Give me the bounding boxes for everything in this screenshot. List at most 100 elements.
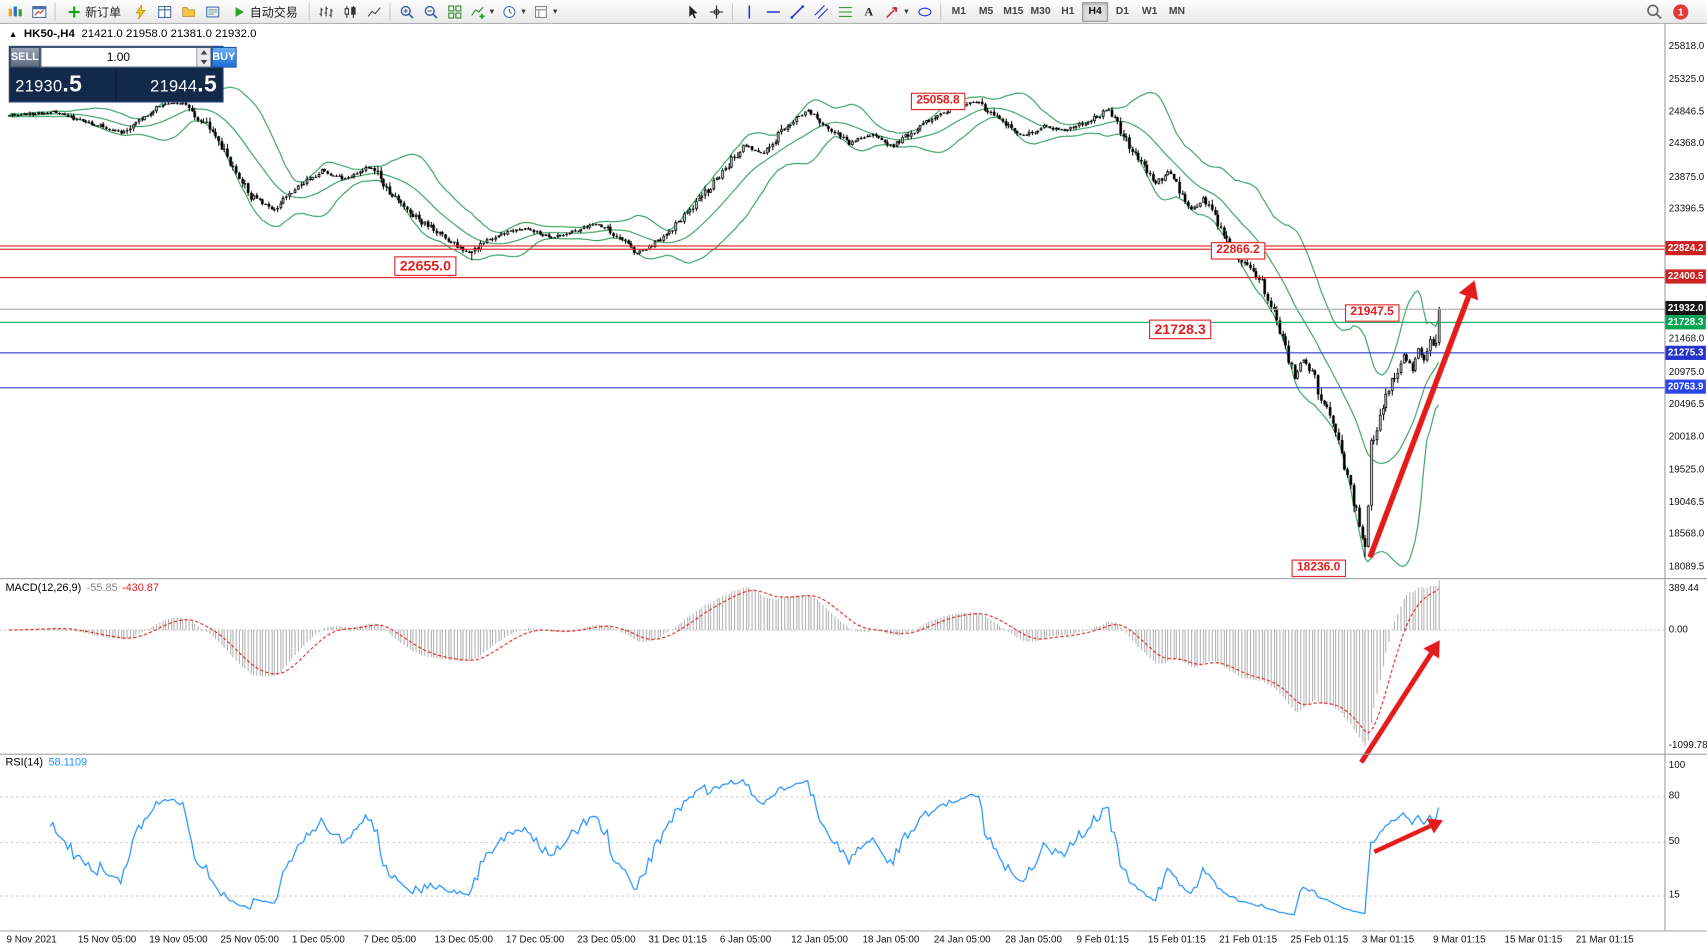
price-annotation[interactable]: 18236.0 (1291, 559, 1346, 577)
lightning-icon[interactable] (129, 1, 152, 22)
timeframe-m5-button[interactable]: M5 (978, 5, 994, 18)
time-axis-label: 31 Dec 01:15 (648, 933, 707, 945)
volume-input[interactable] (40, 47, 196, 67)
spinner-down-icon (200, 59, 207, 65)
price-annotation[interactable]: 22655.0 (394, 256, 457, 277)
price-annotation[interactable]: 21947.5 (1344, 304, 1400, 322)
channel-tool-icon[interactable] (809, 1, 832, 22)
volume-field (39, 46, 212, 68)
tile-windows-icon[interactable] (443, 1, 466, 22)
buy-button[interactable]: BUY (211, 46, 237, 68)
price-axis-tick: 20975.0 (1668, 366, 1705, 378)
price-axis-tick: 25818.0 (1668, 40, 1705, 52)
arrows-tool-button[interactable]: ▾ (881, 1, 912, 22)
text-tool-button[interactable]: A (857, 1, 880, 22)
indicators-button[interactable]: ▾ (467, 1, 498, 22)
volume-spinner (195, 47, 211, 67)
chart-ohlc-header: ▲ HK50-,H4 21421.0 21958.0 21381.0 21932… (9, 27, 257, 40)
autotrade-label: 自动交易 (249, 5, 298, 20)
toolbar-separator (940, 2, 942, 21)
timeframe-m15-button[interactable]: M15 (1003, 5, 1024, 18)
macd-axis-label: -1099.78 (1668, 739, 1707, 751)
price-annotation[interactable]: 22866.2 (1210, 242, 1266, 260)
chart-window-icon[interactable] (27, 1, 50, 22)
candlestick-icon[interactable] (338, 1, 361, 22)
volume-up-button[interactable] (196, 47, 211, 58)
fibonacci-tool-icon[interactable] (833, 1, 856, 22)
time-axis-label: 18 Jan 05:00 (862, 933, 920, 945)
mt-logo-icon[interactable] (3, 1, 26, 22)
plus-icon (68, 5, 80, 17)
time-axis-label: 15 Feb 01:15 (1147, 933, 1206, 945)
macd-value-signal: -430.87 (121, 582, 159, 595)
rsi-axis-label: 100 (1668, 759, 1686, 771)
timeframe-d1-button[interactable]: D1 (1115, 5, 1130, 18)
price-axis-tick: 20496.5 (1668, 398, 1705, 410)
sell-price-frac: .5 (62, 71, 83, 98)
new-order-label: 新订单 (85, 5, 122, 20)
price-axis-tick: 19525.0 (1668, 463, 1705, 475)
sell-price-main: 21930 (15, 77, 63, 96)
price-axis-tick: 21468.0 (1668, 333, 1705, 345)
templates-button[interactable]: ▾ (530, 1, 561, 22)
time-axis-label: 15 Nov 05:00 (77, 933, 137, 945)
cursor-icon[interactable] (681, 1, 704, 22)
trade-panel-collapse-icon[interactable]: ▲ (8, 28, 18, 39)
timeframe-w1-button[interactable]: W1 (1141, 5, 1158, 18)
rsi-axis-label: 50 (1668, 835, 1680, 847)
price-annotation[interactable]: 21728.3 (1149, 319, 1212, 340)
layout-icon (535, 5, 548, 18)
timeframe-m30-button[interactable]: M30 (1030, 5, 1051, 18)
sell-price: 21930.5 (10, 70, 116, 102)
notification-badge[interactable]: 1 (1673, 3, 1689, 20)
search-icon[interactable] (1643, 1, 1666, 22)
chevron-down-icon: ▾ (521, 6, 526, 17)
new-order-button[interactable]: 新订单 (60, 1, 128, 22)
timeframe-h4-button[interactable]: H4 (1082, 1, 1109, 22)
timeframe-h1-button[interactable]: H1 (1061, 5, 1075, 18)
price-axis-tick: 23875.0 (1668, 171, 1705, 183)
price-axis-tick: 23396.5 (1668, 203, 1705, 215)
rsi-axis-label: 15 (1668, 888, 1680, 900)
trendline-tool-icon[interactable] (785, 1, 808, 22)
price-axis-tick: 20018.0 (1668, 430, 1705, 442)
toolbar-separator (54, 2, 56, 21)
vertical-line-tool-icon[interactable] (737, 1, 760, 22)
main-macd-separator[interactable] (0, 578, 1707, 580)
navigator-icon[interactable] (177, 1, 200, 22)
chevron-down-icon: ▾ (489, 6, 495, 17)
zoom-in-icon[interactable] (395, 1, 418, 22)
price-level-tag: 22824.2 (1665, 241, 1706, 256)
market-watch-icon[interactable] (153, 1, 176, 22)
terminal-icon[interactable] (201, 1, 224, 22)
shapes-tool-icon[interactable] (913, 1, 936, 22)
time-axis-label: 13 Dec 05:00 (434, 933, 493, 945)
price-level-tag: 21932.0 (1665, 301, 1706, 316)
time-axis-label: 9 Feb 01:15 (1076, 933, 1129, 945)
time-axis-separator (0, 930, 1707, 932)
volume-down-button[interactable] (196, 57, 211, 67)
time-axis-label: 6 Jan 05:00 (719, 933, 772, 945)
timeframe-m1-button[interactable]: M1 (951, 5, 966, 18)
horizontal-line-tool-icon[interactable] (761, 1, 784, 22)
line-chart-icon[interactable] (362, 1, 385, 22)
macd-rsi-separator[interactable] (0, 753, 1707, 755)
timeframe-mn-button[interactable]: MN (1168, 5, 1185, 18)
buy-price-main: 21944 (150, 77, 198, 96)
ohlc-values: 21421.0 21958.0 21381.0 21932.0 (81, 27, 257, 41)
autotrade-button[interactable]: 自动交易 (225, 1, 305, 22)
price-annotation[interactable]: 25058.8 (910, 92, 966, 110)
periods-button[interactable]: ▾ (498, 1, 529, 22)
time-axis-label: 21 Mar 01:15 (1575, 933, 1634, 945)
zoom-out-icon[interactable] (419, 1, 442, 22)
bar-chart-icon[interactable] (314, 1, 337, 22)
toolbar-separator (731, 2, 734, 21)
sell-button[interactable]: SELL (9, 46, 40, 68)
time-axis-label: 19 Nov 05:00 (149, 933, 208, 945)
crosshair-icon[interactable] (705, 1, 728, 22)
price-level-tag: 20763.9 (1665, 380, 1706, 395)
price-axis-tick: 18089.5 (1668, 560, 1705, 572)
rsi-axis-label: 80 (1668, 789, 1680, 801)
